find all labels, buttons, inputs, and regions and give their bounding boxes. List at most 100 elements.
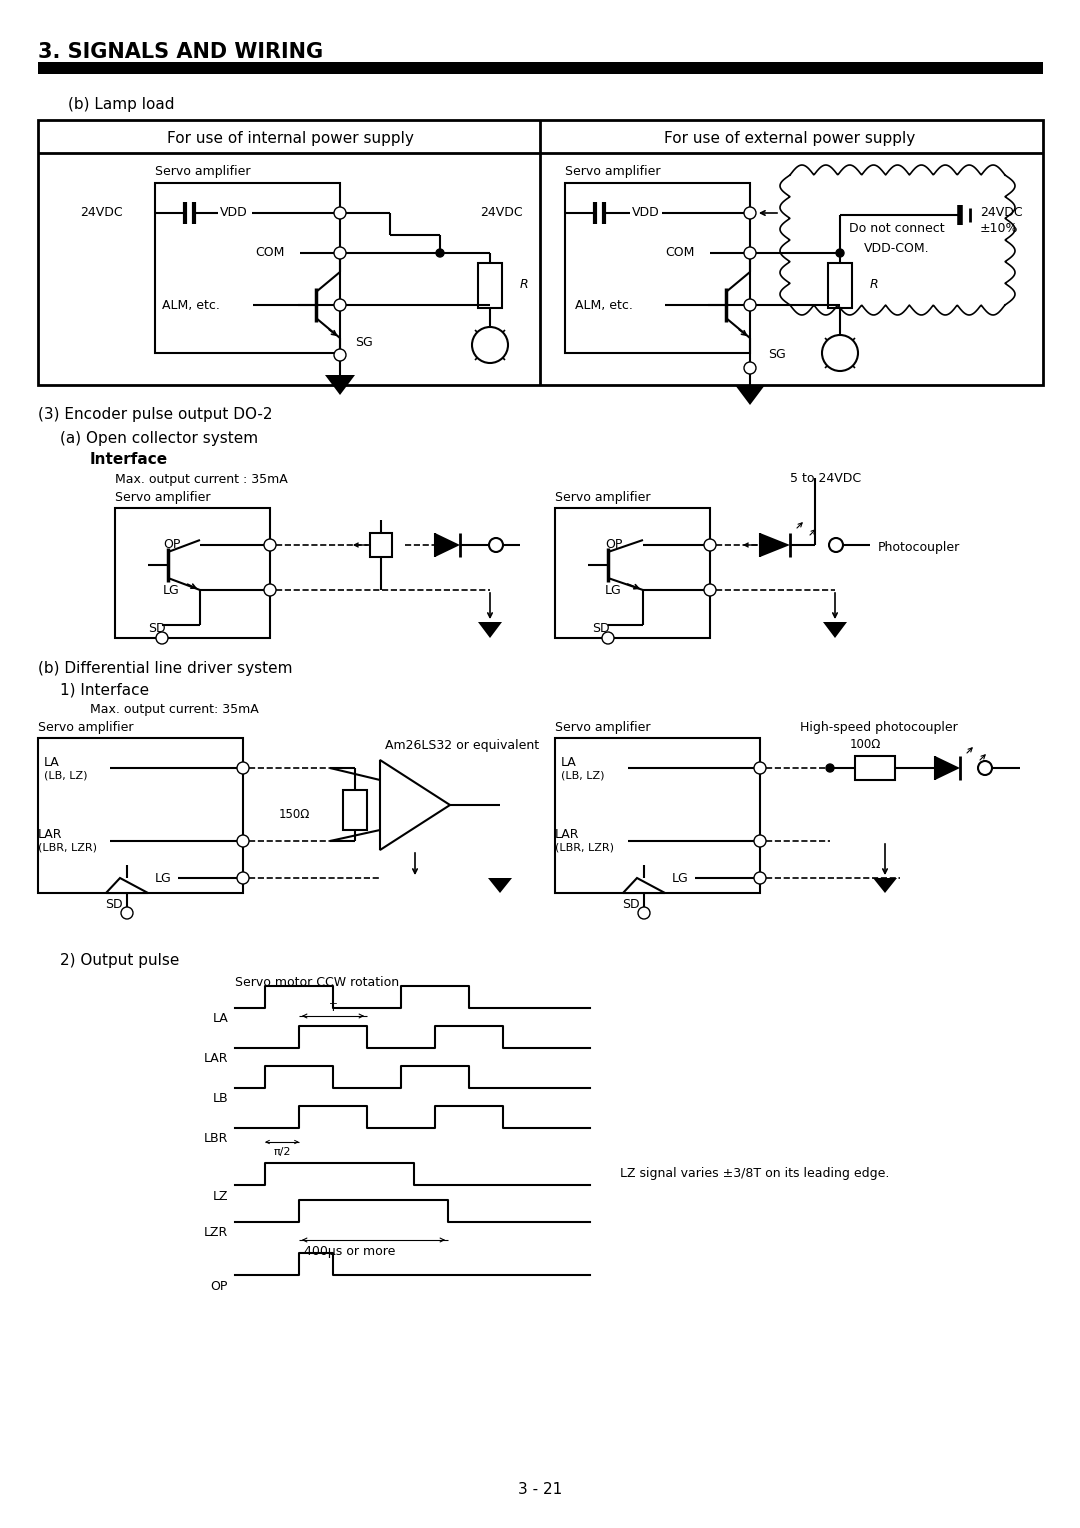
Text: VDD: VDD (220, 206, 247, 220)
Polygon shape (106, 879, 148, 892)
Text: For use of internal power supply: For use of internal power supply (166, 130, 414, 145)
Polygon shape (823, 622, 847, 639)
Bar (855, 756, 895, 779)
Text: LAR: LAR (555, 828, 580, 842)
Circle shape (826, 764, 834, 772)
Circle shape (704, 539, 716, 552)
Bar (565, 183, 750, 353)
Bar (370, 533, 392, 558)
Circle shape (334, 206, 346, 219)
Text: Servo motor CCW rotation: Servo motor CCW rotation (235, 975, 400, 989)
Circle shape (489, 538, 503, 552)
Circle shape (744, 299, 756, 312)
Text: 24VDC: 24VDC (80, 206, 123, 220)
Text: 1) Interface: 1) Interface (60, 683, 149, 697)
Circle shape (744, 248, 756, 260)
Text: OP: OP (211, 1279, 228, 1293)
Text: 400μs or more: 400μs or more (303, 1245, 395, 1259)
Text: ALM, etc.: ALM, etc. (162, 298, 220, 312)
Text: 5 to 24VDC: 5 to 24VDC (789, 472, 861, 484)
Text: Photocoupler: Photocoupler (878, 541, 960, 555)
Text: OP: OP (163, 538, 180, 552)
Text: SD: SD (592, 622, 609, 634)
Circle shape (836, 249, 843, 257)
Text: ±10%: ±10% (980, 222, 1018, 234)
Bar (555, 507, 710, 639)
Text: 3. SIGNALS AND WIRING: 3. SIGNALS AND WIRING (38, 41, 323, 63)
Circle shape (436, 249, 444, 257)
Text: Servo amplifier: Servo amplifier (156, 165, 251, 179)
Circle shape (264, 584, 276, 596)
Text: T: T (329, 1002, 336, 1013)
Polygon shape (325, 374, 355, 396)
Circle shape (237, 872, 249, 885)
Text: (LBR, LZR): (LBR, LZR) (555, 843, 615, 853)
Text: Max. output current: 35mA: Max. output current: 35mA (90, 703, 259, 717)
Text: COM: COM (255, 246, 284, 260)
Text: LG: LG (163, 584, 179, 596)
Text: ALM, etc.: ALM, etc. (575, 298, 633, 312)
Text: LA: LA (561, 755, 577, 769)
Bar (38, 121, 1043, 385)
Text: SG: SG (355, 336, 373, 348)
Polygon shape (735, 385, 765, 405)
Text: For use of external power supply: For use of external power supply (664, 130, 916, 145)
Polygon shape (380, 759, 450, 850)
Circle shape (744, 362, 756, 374)
Circle shape (829, 538, 843, 552)
Circle shape (978, 761, 993, 775)
Text: SD: SD (105, 898, 123, 912)
Text: π/2: π/2 (273, 1148, 291, 1157)
Polygon shape (623, 879, 665, 892)
Text: R: R (519, 278, 528, 292)
Text: (b) Differential line driver system: (b) Differential line driver system (38, 660, 293, 675)
Text: LG: LG (156, 871, 172, 885)
Circle shape (754, 872, 766, 885)
Text: Am26LS32 or equivalent: Am26LS32 or equivalent (384, 738, 539, 752)
Circle shape (704, 584, 716, 596)
Text: Do not connect: Do not connect (849, 222, 945, 234)
Text: High-speed photocoupler: High-speed photocoupler (800, 721, 958, 735)
Bar (114, 507, 270, 639)
Text: LG: LG (672, 871, 689, 885)
Text: 150Ω: 150Ω (279, 808, 310, 822)
Text: Interface: Interface (90, 452, 168, 468)
Circle shape (638, 908, 650, 918)
Text: (LB, LZ): (LB, LZ) (44, 770, 87, 779)
Text: R: R (870, 278, 879, 292)
Text: (b) Lamp load: (b) Lamp load (68, 98, 175, 113)
Text: 24VDC: 24VDC (980, 206, 1023, 220)
Bar (828, 263, 852, 309)
Circle shape (602, 633, 615, 643)
Text: SD: SD (622, 898, 639, 912)
Bar (478, 263, 502, 309)
Text: LAR: LAR (203, 1053, 228, 1065)
Polygon shape (760, 533, 789, 558)
Text: LAR: LAR (38, 828, 63, 842)
Text: SG: SG (768, 348, 786, 362)
Polygon shape (873, 879, 897, 892)
Circle shape (822, 335, 858, 371)
Circle shape (264, 539, 276, 552)
Text: OP: OP (605, 538, 622, 552)
Text: VDD: VDD (632, 206, 660, 220)
Polygon shape (435, 533, 460, 558)
Text: LA: LA (44, 755, 59, 769)
Circle shape (237, 834, 249, 847)
Circle shape (334, 299, 346, 312)
Text: Servo amplifier: Servo amplifier (565, 165, 661, 179)
Text: (a) Open collector system: (a) Open collector system (60, 431, 258, 446)
Circle shape (334, 348, 346, 361)
Text: COM: COM (665, 246, 694, 260)
Text: (LB, LZ): (LB, LZ) (561, 770, 605, 779)
Circle shape (472, 327, 508, 364)
Text: LZ signal varies ±3/8T on its leading edge.: LZ signal varies ±3/8T on its leading ed… (620, 1167, 889, 1181)
Text: Servo amplifier: Servo amplifier (38, 721, 134, 735)
Circle shape (237, 762, 249, 775)
Text: 2) Output pulse: 2) Output pulse (60, 952, 179, 967)
Text: LBR: LBR (204, 1132, 228, 1146)
Bar (38, 738, 243, 892)
Bar (343, 790, 367, 830)
Circle shape (334, 248, 346, 260)
Bar (156, 183, 340, 353)
